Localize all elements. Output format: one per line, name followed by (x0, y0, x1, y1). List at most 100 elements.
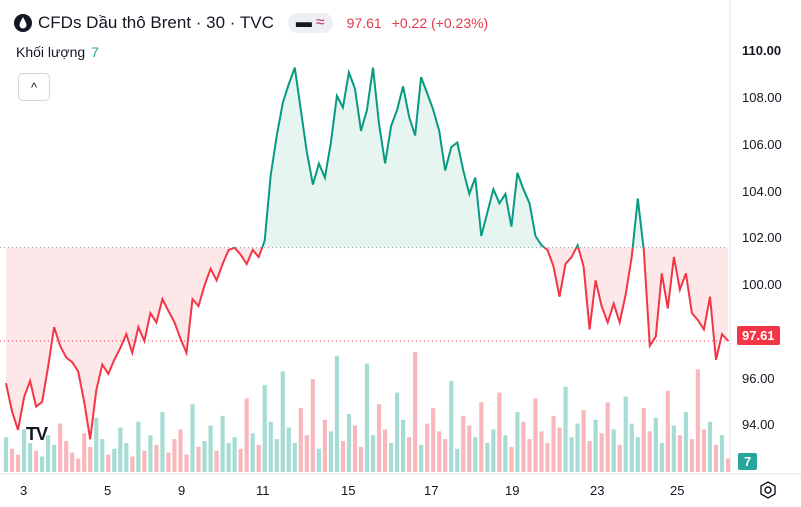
volume-bar (244, 398, 249, 472)
symbol-title[interactable]: CFDs Dầu thô Brent · 30 · TVC (38, 13, 274, 32)
volume-bar (94, 417, 99, 472)
volume-bar (515, 412, 520, 472)
volume-bar (641, 408, 646, 472)
chart-style-pill[interactable]: ▬ ≈ (287, 13, 333, 33)
volume-bar (184, 454, 189, 472)
volume-bar (118, 427, 123, 472)
volume-bar (587, 441, 592, 472)
volume-bar (136, 421, 141, 472)
volume-bar (425, 423, 430, 472)
volume-bar (52, 444, 57, 472)
volume-bar (250, 433, 255, 472)
volume-bar (268, 421, 273, 472)
volume-badge: 7 (738, 453, 758, 470)
volume-bar (262, 384, 267, 472)
tradingview-logo[interactable]: TV (26, 424, 48, 444)
volume-bar (725, 458, 731, 472)
volume-bar (665, 390, 670, 472)
volume-bar (419, 444, 424, 472)
volume-bar (407, 437, 412, 472)
volume-bar (605, 402, 610, 472)
gear-icon[interactable] (759, 481, 777, 499)
volume-bar (232, 437, 237, 472)
price-change: +0.22 (+0.23%) (391, 15, 489, 31)
volume-bar (443, 439, 448, 472)
dash-icon: ▬ (295, 14, 312, 31)
area-fill-above (6, 67, 728, 248)
volume-bar (551, 415, 556, 472)
volume-bar (27, 442, 33, 472)
volume-bar (653, 417, 658, 472)
price-line-below (5, 247, 729, 440)
volume-bar (569, 437, 574, 472)
volume-bar (286, 427, 291, 472)
volume-bar (21, 429, 27, 472)
volume-bar (713, 444, 719, 472)
volume-bar (196, 446, 201, 472)
x-tick-label: 15 (341, 483, 356, 498)
volume-bar (719, 435, 725, 472)
volume-bar (316, 448, 321, 472)
volume-bar (328, 431, 333, 472)
volume-bar (15, 454, 21, 472)
volume-bar (509, 446, 514, 472)
volume-bar (226, 442, 231, 472)
volume-bar (256, 444, 261, 472)
volume-bar (491, 429, 496, 472)
volume-bar (304, 435, 309, 472)
volume-bar (503, 435, 508, 472)
y-tick-label: 94.00 (742, 417, 775, 433)
x-tick-label: 11 (256, 483, 270, 498)
chart-header: CFDs Dầu thô Brent · 30 · TVC ▬ ≈ 97.61 … (14, 10, 488, 36)
volume-value: 7 (91, 44, 99, 60)
y-tick-label: 102.00 (742, 230, 782, 246)
volume-bar (124, 442, 129, 472)
x-tick-label: 17 (424, 483, 439, 498)
volume-bar (208, 425, 213, 472)
x-tick-label: 25 (670, 483, 685, 498)
volume-bar (166, 452, 171, 472)
collapse-legend-button[interactable]: ^ (18, 73, 50, 101)
volume-bar (461, 415, 466, 472)
volume-bar (701, 429, 707, 472)
volume-bar (148, 435, 153, 472)
volume-bar (557, 427, 562, 472)
last-price: 97.61 (346, 15, 382, 31)
volume-bar (178, 429, 183, 472)
price-line-above (231, 67, 645, 248)
oil-drop-icon (14, 14, 32, 32)
x-tick-label: 3 (20, 483, 28, 498)
volume-bar (358, 446, 364, 472)
volume-bar (635, 437, 640, 472)
x-tick-label: 9 (178, 483, 186, 498)
volume-bar (647, 431, 652, 472)
volume-bar (142, 450, 147, 472)
volume-bar (64, 441, 69, 472)
volume-bar (3, 437, 9, 472)
volume-bar (581, 410, 586, 472)
volume-bar (479, 402, 484, 472)
volume-bar (220, 415, 225, 472)
volume-bar (521, 421, 526, 472)
volume-bar (449, 381, 454, 472)
volume-label: Khối lượng (16, 44, 86, 60)
volume-bar (629, 423, 634, 472)
x-tick-label: 23 (590, 483, 605, 498)
volume-bar (58, 423, 63, 472)
volume-bar (455, 448, 460, 472)
volume-bar (431, 408, 436, 472)
volume-bar (671, 425, 676, 472)
volume-bar (437, 431, 442, 472)
volume-bar (190, 404, 195, 472)
volume-bar (617, 444, 622, 472)
volume-bar (497, 392, 502, 472)
volume-bar (364, 363, 370, 472)
volume-bar (533, 398, 538, 472)
volume-bar (238, 448, 243, 472)
volume-bar (106, 454, 111, 472)
area-fill-below (6, 247, 728, 440)
volume-bar (707, 421, 713, 472)
volume-bar (100, 439, 105, 472)
y-tick-label: 104.00 (742, 183, 782, 199)
